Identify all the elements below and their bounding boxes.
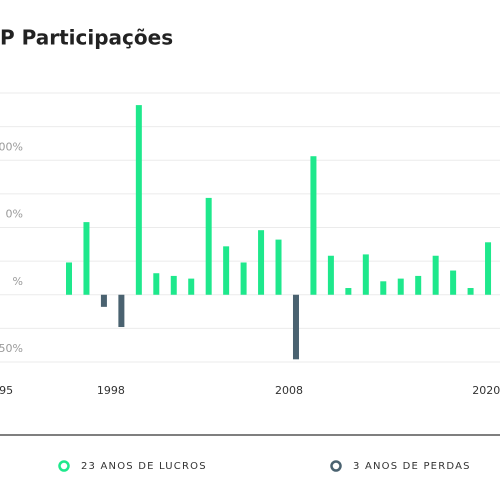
bar — [83, 222, 90, 295]
bar — [118, 294, 125, 328]
bar — [205, 197, 212, 295]
bar — [258, 230, 265, 295]
bar — [467, 288, 474, 295]
bar — [310, 156, 317, 295]
bar — [188, 278, 195, 295]
bar — [380, 281, 387, 295]
legend-marker — [58, 460, 70, 472]
bar — [135, 105, 142, 295]
bar — [292, 294, 299, 360]
chart-title: P Participações — [0, 26, 173, 50]
legend-label: 23 ANOS DE LUCROS — [81, 461, 207, 472]
bar — [170, 275, 177, 295]
bar — [275, 239, 282, 295]
bar — [345, 288, 352, 295]
bar — [153, 273, 160, 295]
y-tick-label: 00% — [0, 140, 23, 153]
y-tick-label: % — [13, 275, 23, 288]
bar — [223, 246, 230, 295]
bar — [485, 242, 492, 295]
x-tick-label: 995 — [0, 384, 13, 397]
bar — [327, 255, 334, 295]
bar — [432, 255, 439, 295]
bar — [100, 294, 107, 307]
y-tick-label: 0% — [6, 208, 23, 221]
x-tick-label: 1998 — [97, 384, 125, 397]
bar — [397, 278, 404, 295]
bar — [240, 262, 247, 295]
bar — [362, 254, 369, 295]
y-tick-label: 50% — [0, 342, 23, 355]
legend-label: 3 ANOS DE PERDAS — [353, 461, 471, 472]
bar — [66, 262, 72, 295]
x-tick-label: 2020 — [472, 384, 500, 397]
bar — [450, 270, 457, 295]
bar — [415, 275, 422, 295]
x-tick-label: 2008 — [275, 384, 303, 397]
legend-marker — [330, 460, 342, 472]
